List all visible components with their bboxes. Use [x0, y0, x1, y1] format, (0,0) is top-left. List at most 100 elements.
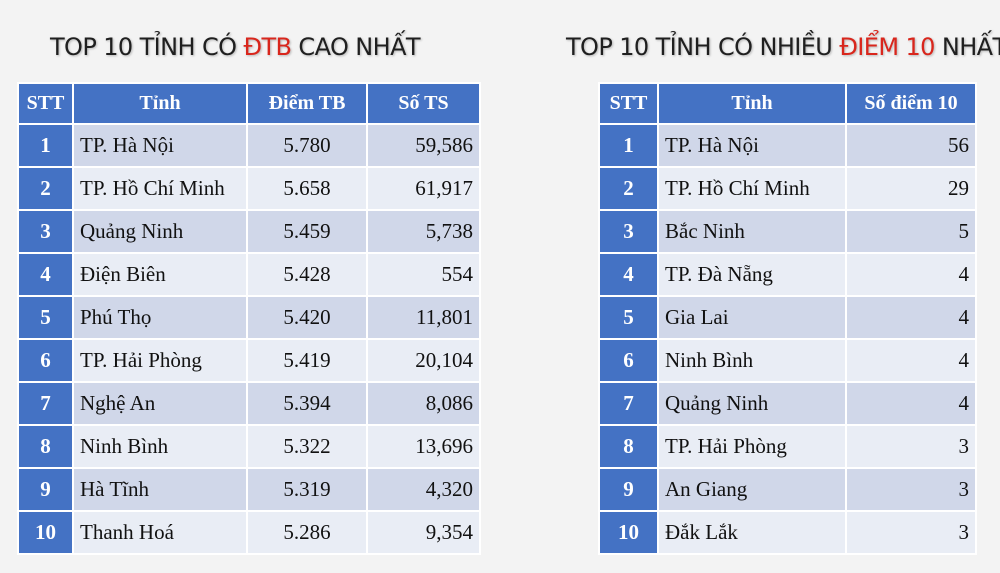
- top-average-score-table: STT Tỉnh Điểm TB Số TS 1 TP. Hà Nội 5.780 5…: [17, 82, 481, 555]
- table-row: 7 Nghệ An 5.394 8,086: [19, 383, 479, 424]
- province-cell: TP. Hải Phòng: [659, 426, 845, 467]
- header-candidate-count: Số TS: [368, 84, 479, 123]
- score-ten-count-cell: 29: [847, 168, 975, 209]
- average-score-cell: 5.319: [248, 469, 366, 510]
- province-cell: Đắk Lắk: [659, 512, 845, 553]
- rank-cell: 7: [600, 383, 657, 424]
- score-ten-count-cell: 4: [847, 297, 975, 338]
- candidate-count-cell: 9,354: [368, 512, 479, 553]
- table-row: 10 Thanh Hoá 5.286 9,354: [19, 512, 479, 553]
- province-cell: TP. Hải Phòng: [74, 340, 246, 381]
- score-ten-count-cell: 3: [847, 469, 975, 510]
- right-title-text: TOP 10 TỈNH CÓ NHIỀU: [566, 33, 840, 61]
- candidate-count-cell: 11,801: [368, 297, 479, 338]
- right-title-highlight: ĐIỂM 10: [839, 33, 935, 61]
- province-cell: Thanh Hoá: [74, 512, 246, 553]
- province-cell: TP. Hà Nội: [659, 125, 845, 166]
- rank-cell: 10: [19, 512, 72, 553]
- candidate-count-cell: 13,696: [368, 426, 479, 467]
- header-score-ten-count: Số điểm 10: [847, 84, 975, 123]
- table-header-row: STT Tỉnh Điểm TB Số TS: [19, 84, 479, 123]
- candidate-count-cell: 20,104: [368, 340, 479, 381]
- score-ten-count-cell: 56: [847, 125, 975, 166]
- header-stt: STT: [19, 84, 72, 123]
- table-row: 9 Hà Tĩnh 5.319 4,320: [19, 469, 479, 510]
- right-table-title: TOP 10 TỈNH CÓ NHIỀU ĐIỂM 10 NHẤT: [566, 33, 1000, 61]
- table-row: 6 TP. Hải Phòng 5.419 20,104: [19, 340, 479, 381]
- candidate-count-cell: 8,086: [368, 383, 479, 424]
- province-cell: Nghệ An: [74, 383, 246, 424]
- rank-cell: 1: [19, 125, 72, 166]
- rank-cell: 5: [19, 297, 72, 338]
- left-title-highlight: ĐTB: [243, 33, 292, 61]
- province-cell: TP. Hồ Chí Minh: [659, 168, 845, 209]
- table-row: 5 Phú Thọ 5.420 11,801: [19, 297, 479, 338]
- province-cell: Quảng Ninh: [659, 383, 845, 424]
- province-cell: TP. Đà Nẵng: [659, 254, 845, 295]
- rank-cell: 4: [19, 254, 72, 295]
- rank-cell: 6: [600, 340, 657, 381]
- average-score-cell: 5.419: [248, 340, 366, 381]
- rank-cell: 9: [600, 469, 657, 510]
- table-row: 10 Đắk Lắk 3: [600, 512, 975, 553]
- province-cell: Điện Biên: [74, 254, 246, 295]
- rank-cell: 5: [600, 297, 657, 338]
- top-score-ten-table: STT Tỉnh Số điểm 10 1 TP. Hà Nội 56 2 TP. Hồ…: [598, 82, 977, 555]
- candidate-count-cell: 61,917: [368, 168, 479, 209]
- rank-cell: 2: [600, 168, 657, 209]
- table-row: 8 TP. Hải Phòng 3: [600, 426, 975, 467]
- province-cell: Bắc Ninh: [659, 211, 845, 252]
- score-ten-count-cell: 4: [847, 254, 975, 295]
- rank-cell: 8: [19, 426, 72, 467]
- table-row: 2 TP. Hồ Chí Minh 5.658 61,917: [19, 168, 479, 209]
- left-title-text: TOP 10 TỈNH CÓ: [50, 33, 244, 61]
- score-ten-count-cell: 4: [847, 383, 975, 424]
- candidate-count-cell: 4,320: [368, 469, 479, 510]
- average-score-cell: 5.459: [248, 211, 366, 252]
- left-table-title: TOP 10 TỈNH CÓ ĐTB CAO NHẤT: [50, 33, 421, 61]
- province-cell: TP. Hà Nội: [74, 125, 246, 166]
- header-province: Tỉnh: [74, 84, 246, 123]
- average-score-cell: 5.780: [248, 125, 366, 166]
- average-score-cell: 5.322: [248, 426, 366, 467]
- table-row: 2 TP. Hồ Chí Minh 29: [600, 168, 975, 209]
- rank-cell: 7: [19, 383, 72, 424]
- average-score-cell: 5.420: [248, 297, 366, 338]
- average-score-cell: 5.286: [248, 512, 366, 553]
- rank-cell: 9: [19, 469, 72, 510]
- province-cell: Hà Tĩnh: [74, 469, 246, 510]
- rank-cell: 1: [600, 125, 657, 166]
- left-title-text-end: CAO NHẤT: [291, 33, 420, 61]
- score-ten-count-cell: 3: [847, 512, 975, 553]
- rank-cell: 10: [600, 512, 657, 553]
- table-row: 3 Bắc Ninh 5: [600, 211, 975, 252]
- province-cell: An Giang: [659, 469, 845, 510]
- score-ten-count-cell: 5: [847, 211, 975, 252]
- table-row: 1 TP. Hà Nội 5.780 59,586: [19, 125, 479, 166]
- score-ten-count-cell: 3: [847, 426, 975, 467]
- candidate-count-cell: 554: [368, 254, 479, 295]
- rank-cell: 3: [19, 211, 72, 252]
- candidate-count-cell: 5,738: [368, 211, 479, 252]
- score-ten-count-cell: 4: [847, 340, 975, 381]
- table-row: 3 Quảng Ninh 5.459 5,738: [19, 211, 479, 252]
- table-row: 5 Gia Lai 4: [600, 297, 975, 338]
- average-score-cell: 5.394: [248, 383, 366, 424]
- rank-cell: 6: [19, 340, 72, 381]
- average-score-cell: 5.658: [248, 168, 366, 209]
- table-row: 6 Ninh Bình 4: [600, 340, 975, 381]
- province-cell: Gia Lai: [659, 297, 845, 338]
- province-cell: Ninh Bình: [74, 426, 246, 467]
- right-title-text-end: NHẤT: [934, 33, 1000, 61]
- table-row: 4 Điện Biên 5.428 554: [19, 254, 479, 295]
- rank-cell: 3: [600, 211, 657, 252]
- rank-cell: 8: [600, 426, 657, 467]
- header-province: Tỉnh: [659, 84, 845, 123]
- province-cell: Phú Thọ: [74, 297, 246, 338]
- province-cell: TP. Hồ Chí Minh: [74, 168, 246, 209]
- table-row: 7 Quảng Ninh 4: [600, 383, 975, 424]
- table-row: 1 TP. Hà Nội 56: [600, 125, 975, 166]
- table-row: 4 TP. Đà Nẵng 4: [600, 254, 975, 295]
- rank-cell: 2: [19, 168, 72, 209]
- header-stt: STT: [600, 84, 657, 123]
